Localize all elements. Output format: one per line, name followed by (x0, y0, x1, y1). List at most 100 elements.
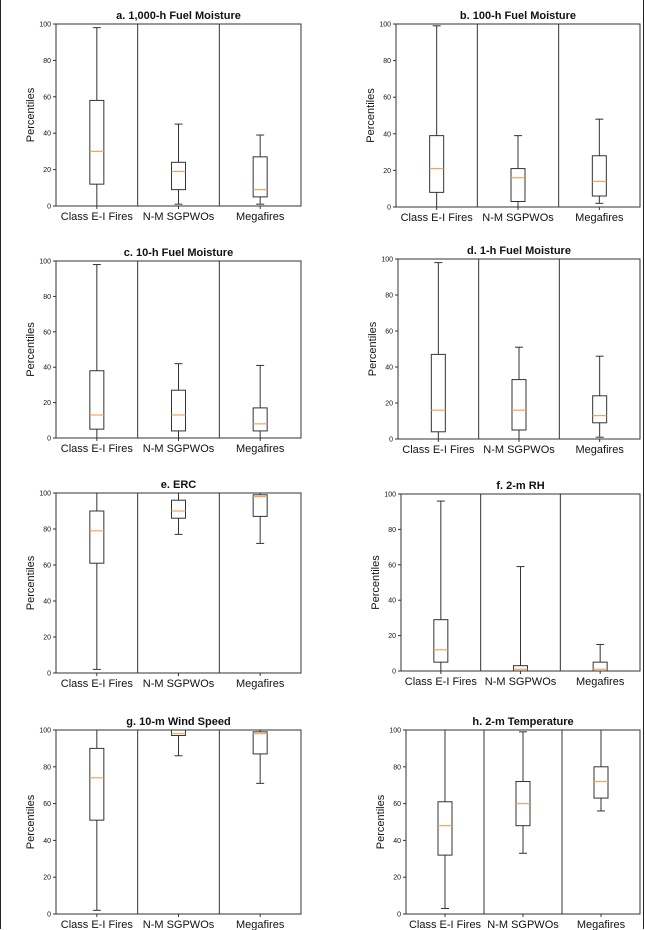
box-1 (515, 731, 531, 854)
box-2 (591, 118, 607, 204)
iqr-box (592, 395, 608, 424)
x-tick-label: Megafires (575, 212, 624, 224)
x-tick-label: Megafires (236, 211, 285, 223)
panel-title: a. 1,000-h Fuel Moisture (116, 10, 241, 22)
iqr-box (433, 619, 449, 663)
y-tick-label: 100 (384, 492, 396, 499)
x-tick-label: Megafires (576, 444, 625, 456)
y-tick-label: 100 (379, 22, 391, 29)
panel-title: d. 1-h Fuel Moisture (467, 245, 571, 257)
panel-title: b. 100-h Fuel Moisture (460, 10, 576, 22)
y-tick-label: 0 (47, 671, 51, 678)
y-tick-label: 0 (397, 912, 401, 919)
box-2 (252, 729, 268, 784)
box-1 (171, 492, 186, 535)
y-tick-label: 20 (388, 633, 396, 640)
y-tick-label: 100 (381, 257, 393, 264)
y-tick-label: 60 (43, 94, 51, 101)
iqr-box (89, 99, 105, 185)
panel-g: g. 10-m Wind Speed 0 20 40 60 80 100 Percentile… (25, 716, 302, 930)
iqr-box (171, 729, 186, 737)
y-tick-label: 80 (43, 58, 51, 65)
box-0 (430, 262, 446, 440)
panel-title: c. 10-h Fuel Moisture (124, 247, 233, 259)
iqr-box (593, 766, 609, 799)
x-tick-label: Class E-I Fires (61, 919, 134, 930)
y-tick-label: 100 (389, 728, 401, 735)
x-tick-label: Class E-I Fires (61, 678, 134, 690)
y-tick-label: 80 (43, 764, 51, 771)
iqr-box (429, 135, 445, 193)
x-tick-label: Class E-I Fires (401, 212, 474, 224)
box-0 (89, 729, 105, 911)
box-0 (429, 25, 445, 208)
y-tick-label: 20 (43, 635, 51, 642)
y-tick-label: 20 (383, 168, 391, 175)
panel-b: b. 100-h Fuel Moisture 0 20 40 60 80 100 Percen… (365, 10, 641, 224)
x-tick-label: Megafires (577, 919, 626, 930)
iqr-box (89, 510, 105, 564)
x-tick-label: Class E-I Fires (61, 443, 134, 455)
x-tick-label: N-M SGPWOs (143, 443, 215, 455)
y-tick-label: 0 (47, 912, 51, 919)
y-axis-label: Percentiles (375, 794, 387, 849)
iqr-box (511, 379, 527, 431)
y-tick-label: 80 (388, 527, 396, 534)
y-axis-label: Percentiles (25, 87, 37, 142)
y-tick-label: 20 (43, 400, 51, 407)
y-tick-label: 60 (43, 329, 51, 336)
x-tick-label: N-M SGPWOs (143, 211, 215, 223)
iqr-box (513, 665, 528, 672)
iqr-box (252, 156, 268, 198)
y-tick-label: 40 (43, 131, 51, 138)
iqr-box (171, 161, 186, 191)
iqr-box (437, 801, 453, 856)
x-tick-label: Megafires (576, 676, 625, 688)
box-1 (171, 123, 186, 205)
y-tick-label: 80 (383, 58, 391, 65)
y-tick-label: 60 (43, 563, 51, 570)
y-axis-label: Percentiles (370, 555, 382, 610)
y-tick-label: 40 (43, 365, 51, 372)
panel-a: a. 1,000-h Fuel Moisture 0 20 40 60 80 100 Perc… (25, 10, 302, 223)
y-tick-label: 40 (383, 131, 391, 138)
box-2 (252, 134, 268, 205)
plot-frame (55, 23, 302, 207)
x-tick-label: Megafires (236, 443, 285, 455)
plot-frame (55, 260, 302, 439)
y-tick-label: 0 (47, 436, 51, 443)
iqr-box (171, 389, 186, 432)
box-1 (171, 363, 186, 439)
box-2 (592, 355, 608, 438)
y-tick-label: 60 (43, 801, 51, 808)
plot-frame (395, 23, 641, 208)
y-tick-label: 0 (392, 669, 396, 676)
y-tick-label: 80 (393, 764, 401, 771)
y-tick-label: 80 (43, 294, 51, 301)
iqr-box (430, 353, 446, 433)
box-1 (171, 729, 186, 757)
box-2 (593, 729, 609, 812)
iqr-box (89, 370, 105, 430)
y-axis-label: Percentiles (367, 321, 379, 376)
y-axis-label: Percentiles (25, 322, 37, 377)
y-tick-label: 20 (43, 875, 51, 882)
y-tick-label: 60 (383, 95, 391, 102)
iqr-box (591, 155, 607, 197)
y-tick-label: 0 (47, 204, 51, 211)
x-tick-label: N-M SGPWOs (482, 212, 554, 224)
plot-frame (55, 729, 302, 915)
iqr-box (252, 407, 268, 432)
panel-d: d. 1-h Fuel Moisture 0 20 40 60 80 100 Percenti… (367, 245, 641, 456)
y-axis-label: Percentiles (365, 88, 377, 143)
y-tick-label: 40 (388, 598, 396, 605)
x-tick-label: Class E-I Fires (405, 676, 478, 688)
y-tick-label: 0 (389, 437, 393, 444)
panel-title: h. 2-m Temperature (472, 716, 573, 728)
iqr-box (89, 747, 105, 821)
x-tick-label: Class E-I Fires (409, 919, 482, 930)
y-tick-label: 60 (393, 801, 401, 808)
box-0 (437, 729, 453, 909)
